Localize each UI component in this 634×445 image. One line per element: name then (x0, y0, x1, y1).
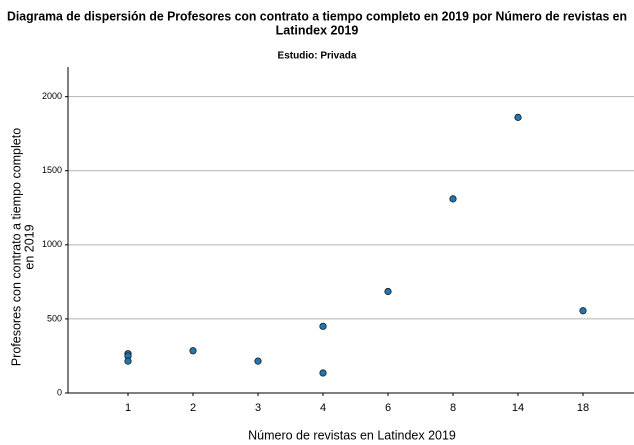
y-axis-label-line: en 2019 (22, 224, 36, 269)
chart-title: Latindex 2019 (276, 23, 359, 37)
point (514, 113, 522, 121)
y-axis-label-line: Profesores con contrato a tiempo complet… (9, 128, 23, 366)
x-tick-label: 8 (450, 402, 456, 414)
chart-subtitle: Estudio: Privada (278, 51, 357, 62)
point (319, 369, 327, 377)
y-tick-label: 0 (57, 387, 62, 397)
y-tick-label: 1500 (42, 165, 62, 175)
point (189, 347, 197, 355)
y-tick-label: 1000 (42, 239, 62, 249)
x-tick-label: 3 (255, 402, 261, 414)
x-tick-label: 18 (577, 402, 589, 414)
x-tick-label: 4 (320, 402, 326, 414)
x-tick-label: 6 (385, 402, 391, 414)
x-tick-label: 14 (512, 402, 524, 414)
point (319, 322, 327, 330)
y-axis-label: Profesores con contrato a tiempo complet… (9, 128, 36, 366)
x-tick-label: 1 (125, 402, 131, 414)
point (384, 287, 392, 296)
point (124, 357, 132, 365)
x-tick-label: 2 (190, 402, 196, 414)
y-tick-label: 500 (47, 313, 62, 323)
y-tick-label: 2000 (42, 91, 62, 101)
x-axis-label: Número de revistas en Latindex 2019 (248, 428, 456, 442)
point (449, 195, 457, 203)
point (579, 307, 587, 315)
point (254, 357, 262, 365)
chart-title: Diagrama de dispersión de Profesores con… (7, 9, 627, 23)
